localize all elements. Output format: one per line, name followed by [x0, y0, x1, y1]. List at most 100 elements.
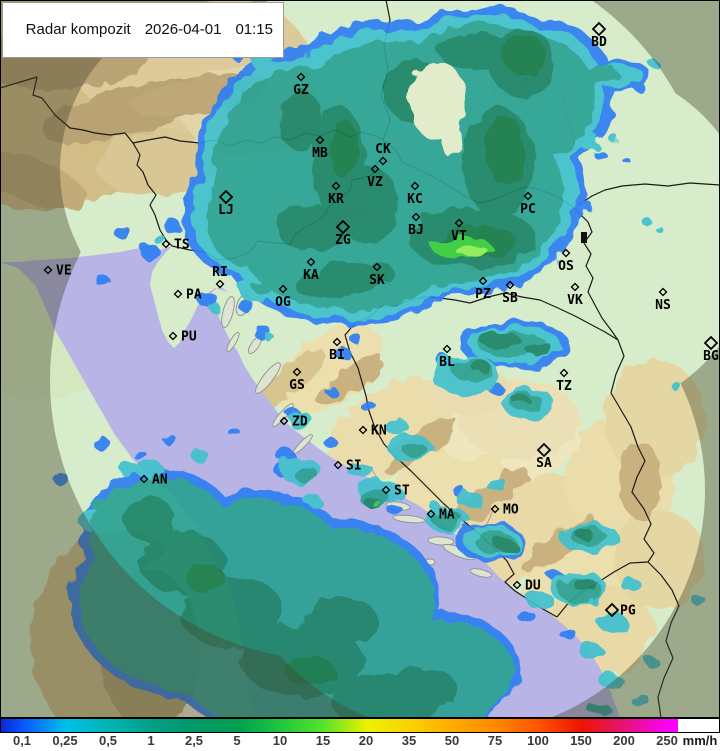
city-diamond-icon — [278, 284, 288, 294]
city-label: TZ — [556, 379, 572, 394]
city-label: AN — [152, 473, 168, 488]
legend-tick: 0,1 — [12, 733, 32, 748]
city-label: KR — [328, 192, 344, 207]
city-diamond-icon — [478, 276, 488, 286]
legend-tick: 150 — [570, 733, 592, 748]
city-label: VE — [56, 264, 72, 279]
city-diamond-icon — [315, 135, 325, 145]
city-marker-MB: MB — [312, 135, 328, 161]
city-marker-PA: PA — [173, 288, 202, 303]
city-label: VK — [567, 293, 583, 308]
city-label: LJ — [218, 203, 234, 218]
city-marker-TS: TS — [161, 238, 190, 253]
city-label: PA — [186, 288, 202, 303]
city-diamond-icon — [370, 164, 380, 174]
city-marker-BJ: BJ — [408, 212, 424, 238]
city-marker-BD: BD — [591, 21, 607, 50]
city-diamond-icon — [426, 509, 436, 519]
city-diamond-icon — [536, 442, 552, 458]
legend-tick: 20 — [358, 733, 374, 748]
title-text: Radar kompozit — [25, 21, 131, 38]
city-label: SA — [536, 456, 552, 471]
city-diamond-icon — [139, 474, 149, 484]
legend-tick: 35 — [401, 733, 417, 748]
city-marker-ZG: ZG — [335, 219, 351, 248]
city-diamond-icon — [333, 460, 343, 470]
city-label: SI — [346, 459, 362, 474]
legend-tick: 250 — [656, 733, 678, 748]
city-label: MB — [312, 146, 328, 161]
city-label: CK — [375, 142, 391, 157]
legend-tick: 50 — [444, 733, 460, 748]
city-diamond-icon — [173, 289, 183, 299]
city-diamond-icon — [378, 156, 388, 166]
station-marker-icon — [581, 232, 587, 243]
cities-layer: GZ MB CK VZ KR KC LJ TS VE RI PA PU ZG KA SK OG BJ VT PC PZ… — [43, 21, 719, 619]
city-marker-GZ: GZ — [293, 72, 309, 98]
city-marker-SA: SA — [536, 442, 552, 471]
legend: 0,1 0,25 0,5 1 2,5 5 10 15 20 35 50 75 100 150 200 250 m… — [0, 718, 720, 751]
city-marker-PG: PG — [604, 602, 636, 619]
city-label: KC — [407, 192, 423, 207]
legend-unit: mm/h — [682, 733, 718, 748]
city-diamond-icon — [372, 262, 382, 272]
city-diamond-icon — [658, 287, 668, 297]
legend-tick: 10 — [272, 733, 288, 748]
city-marker-SK: SK — [369, 262, 385, 288]
city-diamond-icon — [591, 21, 607, 37]
title-date: 2026-04-01 — [144, 21, 222, 38]
city-diamond-icon — [279, 416, 289, 426]
legend-tick: 1 — [147, 733, 155, 748]
legend-tick: 75 — [487, 733, 503, 748]
city-diamond-icon — [512, 580, 522, 590]
city-diamond-icon — [411, 212, 421, 222]
city-diamond-icon — [505, 280, 515, 290]
city-label: KA — [303, 268, 319, 283]
city-label: ZG — [335, 233, 351, 248]
city-label: NS — [655, 298, 671, 313]
city-diamond-icon — [570, 282, 580, 292]
city-diamond-icon — [703, 335, 719, 351]
city-label: TS — [174, 238, 190, 253]
city-marker-SB: SB — [502, 280, 518, 306]
city-label: BD — [591, 35, 607, 50]
city-marker-VT: VT — [451, 218, 467, 244]
city-label: DU — [525, 579, 541, 594]
city-diamond-icon — [523, 191, 533, 201]
city-label: OG — [275, 295, 291, 310]
city-diamond-icon — [43, 265, 53, 275]
city-marker-VK: VK — [567, 282, 583, 308]
city-label: VT — [451, 229, 467, 244]
city-diamond-icon — [559, 368, 569, 378]
city-diamond-icon — [306, 257, 316, 267]
coverage-shading — [0, 0, 720, 718]
city-label: MO — [503, 503, 519, 518]
city-marker-SI: SI — [333, 459, 362, 474]
city-diamond-icon — [561, 248, 571, 258]
city-marker-AN: AN — [139, 473, 168, 488]
legend-tick: 5 — [233, 733, 241, 748]
city-label: OS — [558, 259, 574, 274]
legend-tick: 2,5 — [184, 733, 204, 748]
city-label: KN — [371, 424, 387, 439]
city-marker-BL: BL — [439, 344, 455, 370]
city-label: PU — [181, 330, 197, 345]
city-marker-PZ: PZ — [475, 276, 491, 302]
city-marker-VZ: VZ — [367, 164, 383, 190]
city-label: SK — [369, 273, 385, 288]
title-time: 01:15 — [235, 21, 273, 38]
city-label: GZ — [293, 83, 309, 98]
city-label: ST — [394, 484, 410, 499]
city-label: MA — [439, 508, 455, 523]
city-marker-OG: OG — [275, 284, 291, 310]
legend-colorbar — [0, 718, 720, 733]
city-marker-ZD: ZD — [279, 415, 308, 430]
legend-tick: 0,5 — [98, 733, 118, 748]
legend-tick: 15 — [315, 733, 331, 748]
city-label: RI — [212, 265, 228, 280]
city-marker-BI: BI — [329, 337, 345, 363]
city-marker-PC: PC — [520, 191, 536, 217]
echo-layer — [54, 6, 705, 751]
city-marker-TZ: TZ — [556, 368, 572, 394]
